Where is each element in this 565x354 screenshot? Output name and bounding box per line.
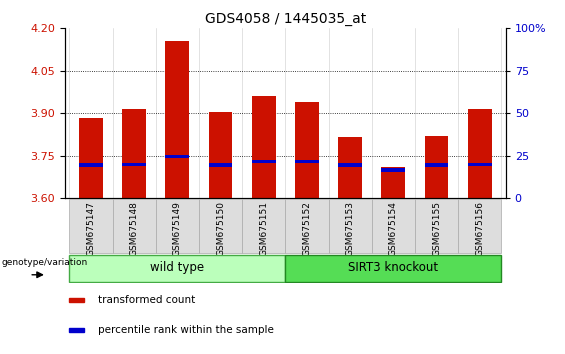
Bar — [468, 109, 492, 198]
Bar — [208, 112, 232, 198]
Bar — [381, 168, 405, 172]
FancyBboxPatch shape — [69, 255, 285, 282]
Text: GSM675149: GSM675149 — [173, 201, 182, 256]
Bar — [79, 163, 103, 166]
Text: GSM675152: GSM675152 — [302, 201, 311, 256]
FancyBboxPatch shape — [285, 255, 501, 282]
Bar — [79, 118, 103, 198]
Text: GSM675155: GSM675155 — [432, 201, 441, 256]
Bar — [295, 102, 319, 198]
FancyBboxPatch shape — [199, 199, 242, 252]
Bar — [166, 155, 189, 158]
Bar — [69, 328, 84, 332]
Text: percentile rank within the sample: percentile rank within the sample — [98, 325, 274, 335]
Text: GSM675151: GSM675151 — [259, 201, 268, 256]
Bar — [122, 162, 146, 166]
FancyBboxPatch shape — [328, 199, 372, 252]
Bar — [425, 163, 449, 166]
Text: GSM675156: GSM675156 — [475, 201, 484, 256]
FancyBboxPatch shape — [372, 199, 415, 252]
FancyBboxPatch shape — [69, 199, 112, 252]
Title: GDS4058 / 1445035_at: GDS4058 / 1445035_at — [205, 12, 366, 26]
Text: GSM675153: GSM675153 — [346, 201, 355, 256]
Text: GSM675150: GSM675150 — [216, 201, 225, 256]
FancyBboxPatch shape — [156, 199, 199, 252]
Bar — [295, 160, 319, 163]
FancyBboxPatch shape — [285, 199, 328, 252]
FancyBboxPatch shape — [458, 199, 501, 252]
Text: GSM675148: GSM675148 — [129, 201, 138, 256]
Text: GSM675147: GSM675147 — [86, 201, 95, 256]
Bar — [166, 41, 189, 198]
FancyBboxPatch shape — [415, 199, 458, 252]
Text: GSM675154: GSM675154 — [389, 201, 398, 256]
Bar — [69, 298, 84, 302]
Bar — [425, 136, 449, 198]
Bar — [338, 163, 362, 166]
Bar — [338, 137, 362, 198]
Text: wild type: wild type — [150, 261, 205, 274]
FancyBboxPatch shape — [112, 199, 156, 252]
FancyBboxPatch shape — [242, 199, 285, 252]
Bar — [381, 167, 405, 198]
Bar — [252, 96, 276, 198]
Text: SIRT3 knockout: SIRT3 knockout — [348, 261, 438, 274]
Bar — [252, 160, 276, 163]
Bar — [208, 163, 232, 166]
Text: transformed count: transformed count — [98, 295, 195, 305]
Text: genotype/variation: genotype/variation — [1, 258, 88, 267]
Bar — [122, 109, 146, 198]
Bar — [468, 162, 492, 166]
